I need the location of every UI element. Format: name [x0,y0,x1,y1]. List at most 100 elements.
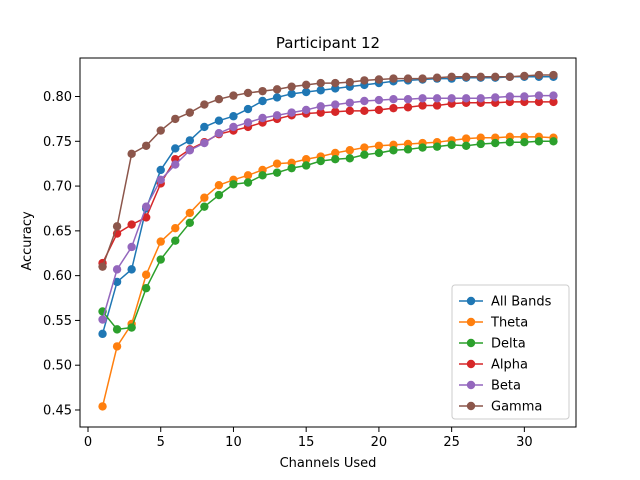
data-point-beta [432,94,442,103]
series-gamma [98,70,558,271]
data-point-gamma [127,149,136,159]
data-point-gamma [287,82,296,91]
data-point-delta [243,178,253,187]
data-point-all-bands [229,112,238,121]
legend-label: Alpha [491,358,528,373]
data-point-gamma [171,114,180,124]
data-point-alpha [331,107,340,116]
data-point-beta [127,242,136,252]
data-point-delta [534,137,544,146]
legend-label: All Bands [491,295,552,310]
data-point-gamma [461,72,471,82]
x-tick-label: 0 [84,435,92,450]
data-point-delta [141,283,151,293]
data-point-delta [301,161,311,170]
data-point-beta [141,202,151,211]
data-point-gamma [374,75,384,84]
data-point-beta [520,92,529,101]
data-point-beta [272,111,282,120]
y-tick-label: 0.75 [43,135,72,150]
data-point-delta [331,155,340,164]
data-point-gamma [258,86,267,96]
data-point-theta [141,270,151,279]
data-point-beta [185,146,195,155]
data-point-theta [156,237,165,246]
data-point-delta [272,168,282,177]
data-point-theta [476,133,485,142]
x-tick-label: 30 [516,435,533,450]
data-point-beta [374,95,384,105]
data-point-beta [243,118,253,127]
legend-swatch-marker [466,317,476,327]
data-point-gamma [476,72,485,82]
data-point-beta [156,175,165,185]
data-point-all-bands [185,136,195,145]
x-axis: 0 5 10 15 20 25 30 [84,427,533,450]
legend-label: Theta [490,316,528,331]
legend-item-theta: Theta [459,316,528,331]
data-point-gamma [505,72,515,82]
y-tick-label: 0.60 [43,269,72,284]
data-point-alpha [549,97,558,107]
legend-item-beta: Beta [459,379,521,394]
data-point-alpha [127,220,136,229]
y-axis: 0.45 0.50 0.55 0.60 0.65 0.70 0.75 0.80 [43,90,80,418]
data-point-beta [345,98,355,107]
data-point-theta [98,402,107,411]
data-point-delta [112,325,122,334]
chart-title: Participant 12 [276,34,380,52]
data-point-delta [229,180,238,189]
data-point-beta [403,95,413,104]
legend-item-delta: Delta [459,337,526,352]
data-point-beta [389,95,398,104]
y-axis-label: Accuracy [20,211,35,271]
data-point-theta [200,193,209,202]
data-point-delta [171,236,180,245]
data-point-theta [331,148,340,158]
data-point-gamma [360,76,369,85]
data-point-all-bands [258,96,267,106]
data-point-delta [403,145,413,154]
data-point-gamma [432,73,442,82]
data-point-delta [461,141,471,150]
data-point-delta [316,156,325,166]
data-point-beta [549,91,558,100]
data-point-delta [258,171,267,180]
data-point-alpha [389,103,398,113]
data-point-gamma [98,262,107,271]
data-point-beta [447,94,456,103]
data-point-gamma [316,78,325,88]
data-point-gamma [447,72,456,82]
data-point-theta [374,141,384,150]
y-tick-label: 0.55 [43,314,72,329]
data-point-gamma [112,222,122,231]
data-point-gamma [549,70,558,80]
data-point-alpha [432,101,442,110]
data-point-gamma [389,74,398,83]
data-point-delta [214,190,224,200]
data-point-alpha [403,103,413,112]
data-point-gamma [156,126,165,135]
data-point-beta [505,92,515,101]
data-point-all-bands [301,87,311,97]
data-point-all-bands [243,104,253,114]
x-tick-label: 10 [225,435,242,450]
data-point-alpha [345,106,355,116]
legend: All Bands Theta Delta Alpha Beta Gamma [451,284,570,420]
data-point-beta [534,91,544,100]
data-point-beta [360,96,369,106]
data-point-alpha [316,108,325,117]
x-tick-label: 5 [157,435,165,450]
data-point-delta [374,148,384,158]
data-point-beta [171,160,180,169]
data-point-delta [520,137,529,147]
data-point-beta [98,315,107,324]
data-point-gamma [229,91,238,100]
data-point-beta [331,100,340,109]
legend-swatch-marker [466,359,476,369]
x-tick-label: 15 [298,435,315,450]
data-point-all-bands [287,89,296,99]
data-point-delta [549,137,558,146]
series-delta [98,137,558,334]
